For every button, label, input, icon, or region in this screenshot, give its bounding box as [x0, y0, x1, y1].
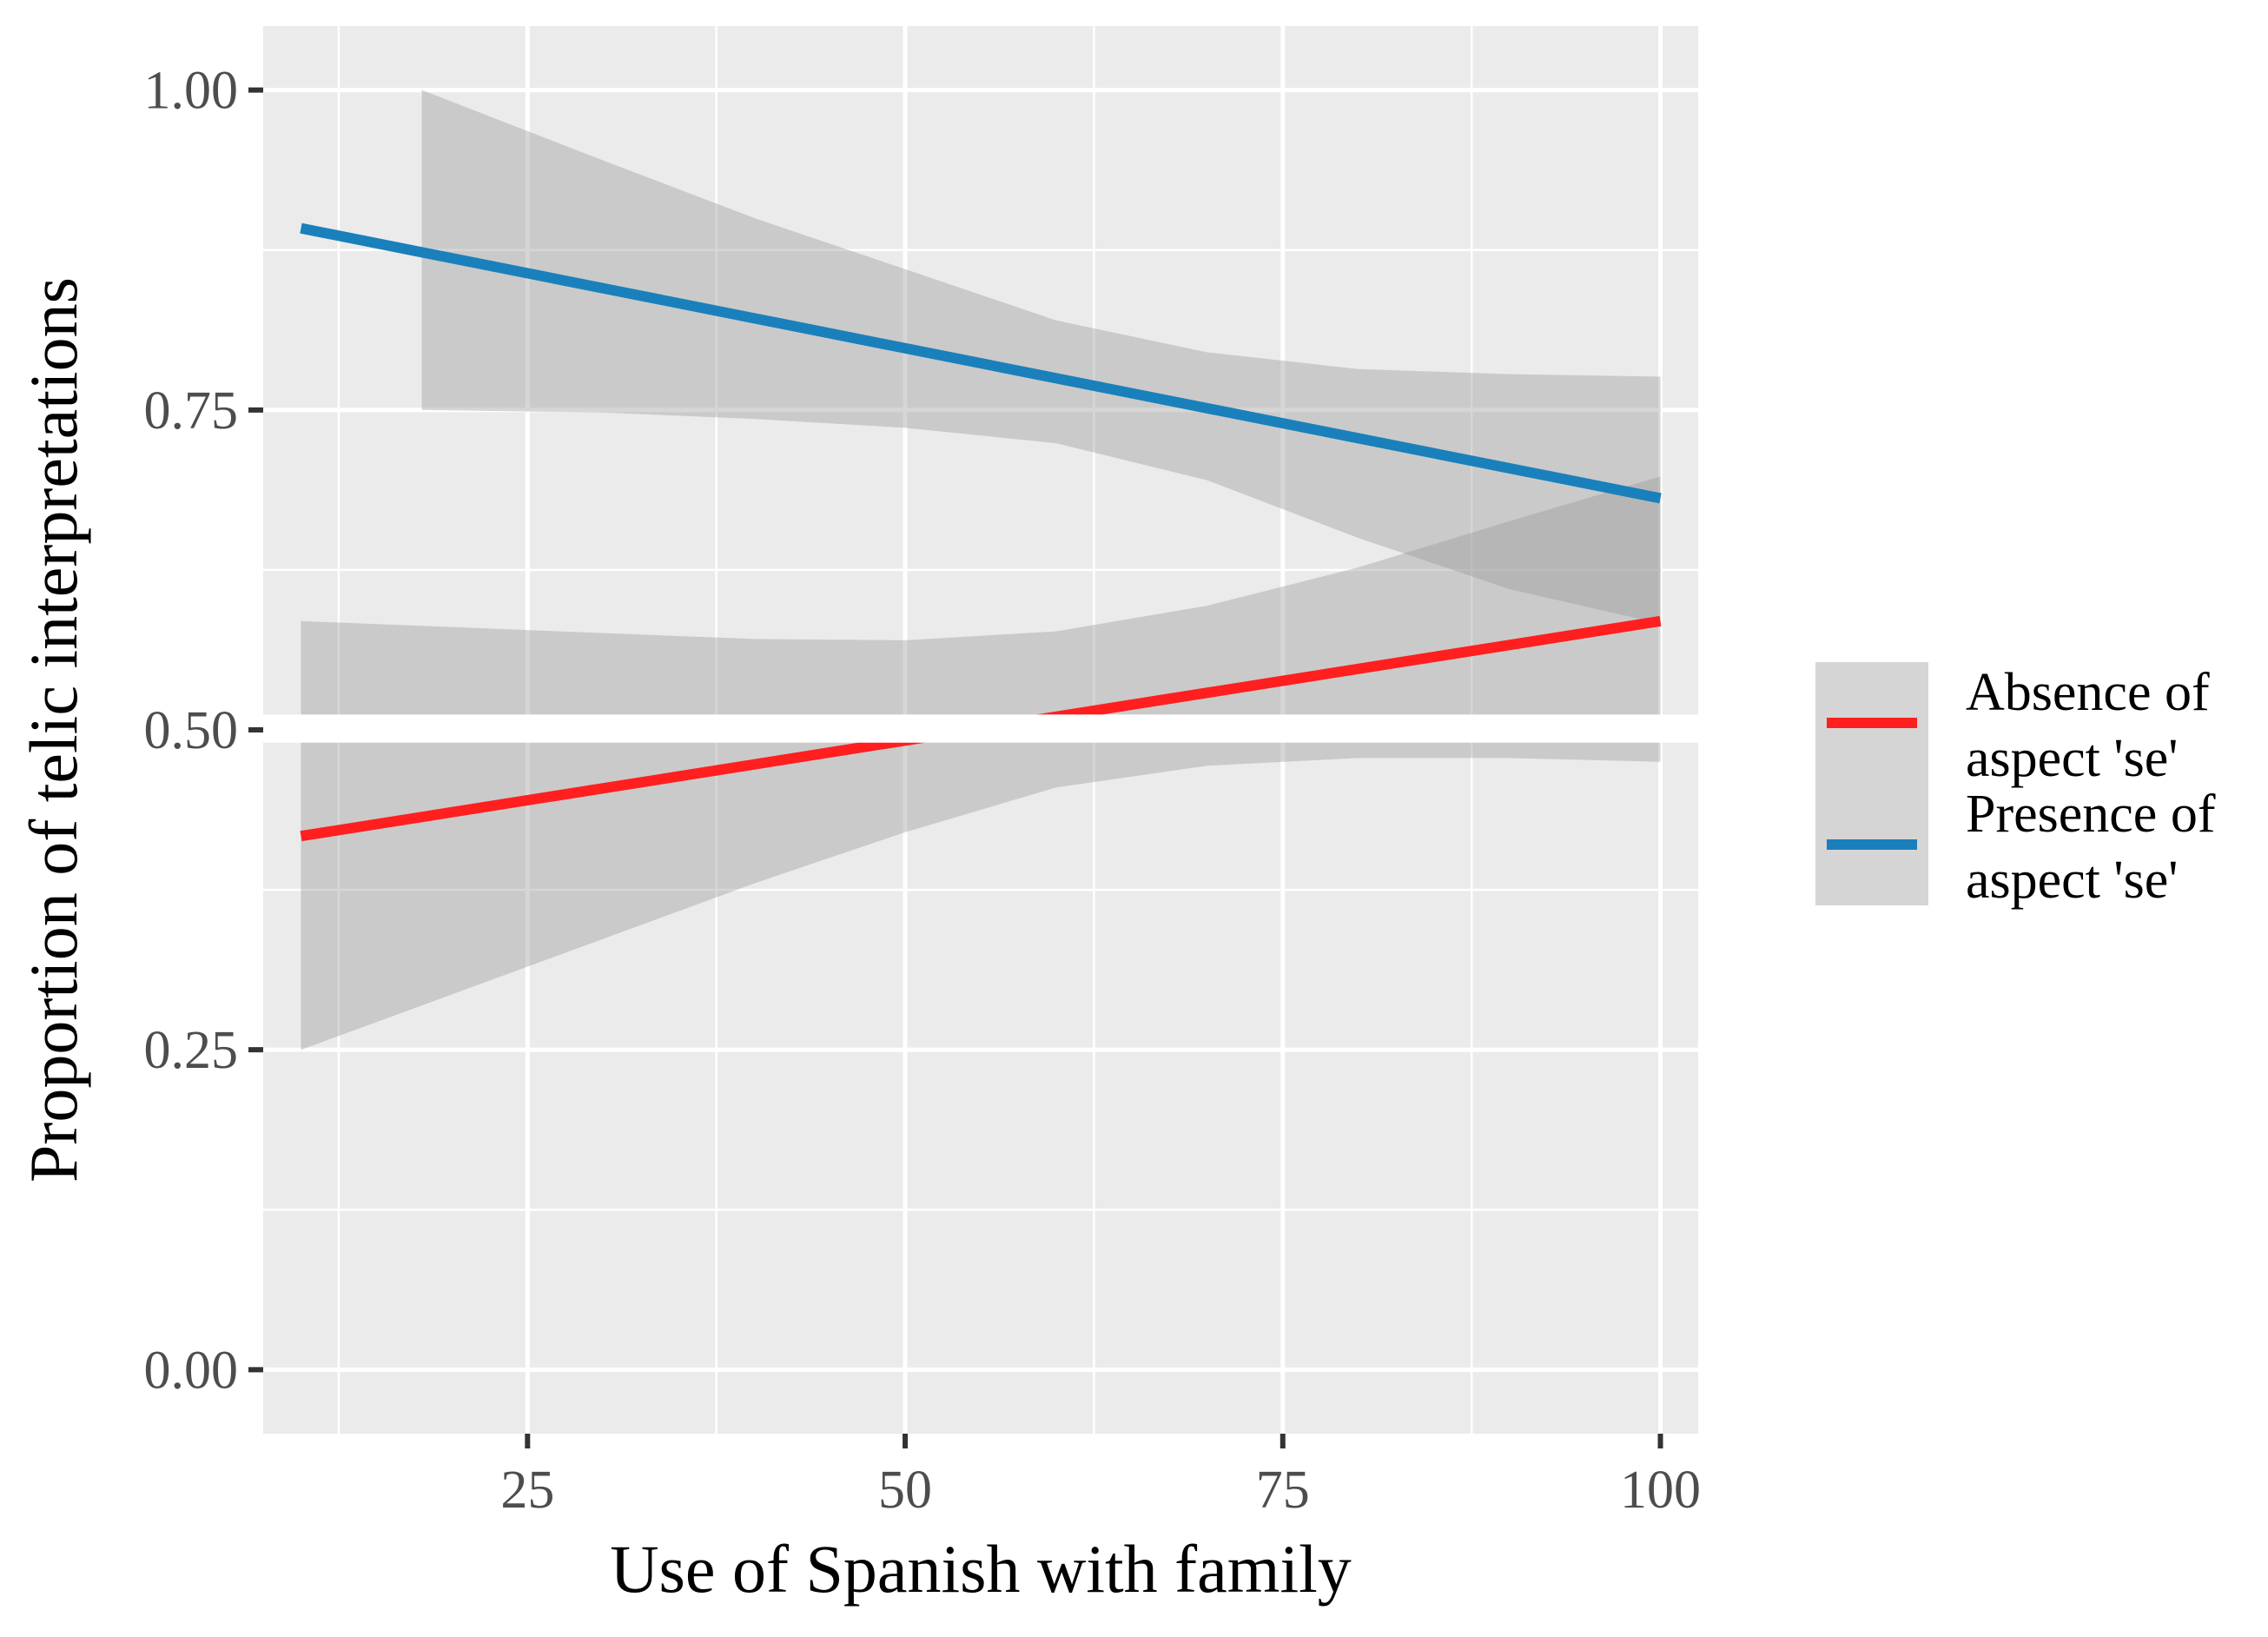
legend-label-2-line-1: Presence of	[1966, 785, 2216, 844]
y-tick-label: 0.25	[144, 1021, 239, 1080]
y-tick-label: 0.75	[144, 381, 239, 441]
y-tick-label: 0.50	[144, 701, 239, 760]
confidence-band-1	[301, 476, 1661, 1050]
y-tick-label: 0.00	[144, 1341, 239, 1400]
legend: Absence of aspect 'se' Presence of aspec…	[1815, 662, 2216, 910]
x-tick-label: 25	[500, 1461, 554, 1520]
x-tick-label: 75	[1256, 1461, 1310, 1520]
legend-label-1-line-2: aspect 'se'	[1966, 729, 2178, 788]
legend-label-1-line-1: Absence of	[1966, 663, 2210, 722]
fit-line-2	[300, 222, 1662, 504]
confidence-bands	[301, 89, 1661, 1050]
x-tick-label: 100	[1620, 1461, 1701, 1520]
y-axis: 0.00 0.25 0.50 0.75 1.00	[144, 62, 263, 1400]
y-axis-title: Proportion of telic interpretations	[16, 277, 91, 1183]
confidence-band-2	[421, 89, 1661, 624]
x-axis-title: Use of Spanish with family	[610, 1531, 1352, 1607]
x-axis: 25 50 75 100	[500, 1434, 1701, 1520]
y-tick-label: 1.00	[144, 62, 239, 121]
x-tick-label: 50	[878, 1461, 932, 1520]
white-gap-band	[263, 714, 1698, 743]
overlay-gap-band	[263, 714, 1698, 743]
legend-label-2-line-2: aspect 'se'	[1966, 851, 2178, 910]
